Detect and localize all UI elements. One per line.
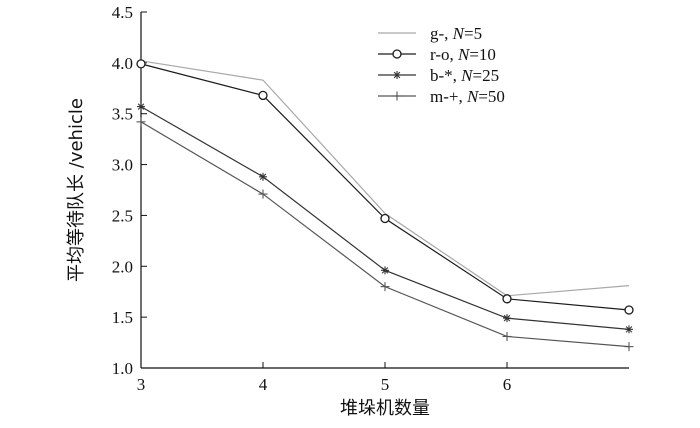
legend-n-label: N [457,45,471,64]
y-tick-label: 2.0 [112,257,133,276]
y-tick-label: 3.0 [112,156,133,175]
x-tick-label: 4 [259,375,268,394]
data-point-s2-3 [380,213,390,224]
legend-series-name: b-* [430,66,453,85]
y-tick-label: 4.0 [112,54,133,73]
data-point-s3-1 [137,102,145,111]
data-point-s4-2 [258,189,268,199]
legend-entry-4: m-+, N=50 [378,87,505,106]
legend-series-name: g- [430,24,445,43]
legend-n-label: N [452,24,466,43]
legend-marker [393,71,401,79]
data-point-s2-5 [624,305,634,315]
legend-series-name: r-o [430,45,449,64]
data-point-s2-1 [136,59,146,69]
legend-label: g-, N=5 [430,24,482,43]
legend-entry-3: b-*, N=25 [378,66,499,85]
series-line-4 [140,121,630,348]
y-tick-label: 1.0 [112,359,133,378]
y-tick-label: 4.5 [112,3,133,22]
x-tick-label: 6 [503,375,512,394]
data-point-s4-3 [380,282,390,292]
x-tick-label: 3 [137,375,146,394]
data-point-s2-2 [258,90,268,101]
data-point-s4-5 [624,342,634,352]
legend-n-value: =5 [464,24,482,43]
legend-n-value: =25 [473,66,500,85]
data-point-s3-2 [259,172,267,181]
data-point-s4-4 [502,331,512,341]
legend-n-value: =10 [469,45,496,64]
legend-label: m-+, N=50 [430,87,505,106]
legend-label: r-o, N=10 [430,45,496,64]
data-point-s2-4 [502,294,512,304]
legend-entry-2: r-o, N=10 [378,45,496,64]
legend-entry-1: g-, N=5 [378,24,482,43]
data-point-s3-3 [381,266,389,275]
data-point-s3-4 [503,314,511,323]
y-tick-label: 2.5 [112,206,133,225]
y-tick-label: 1.5 [112,308,133,327]
x-axis-label: 堆垛机数量 [340,398,430,419]
data-point-s4-1 [136,117,146,127]
legend-marker [392,91,402,101]
y-axis-label: 平均等待队长 /vehicle [66,98,87,282]
legend-n-label: N [466,87,480,106]
legend-n-label: N [460,66,474,85]
x-tick-label: 5 [381,375,390,394]
legend-n-value: =50 [478,87,505,106]
legend-marker [392,49,402,59]
legend-label: b-*, N=25 [430,66,499,85]
legend-series-name: m-+ [430,87,458,106]
data-point-s3-5 [625,325,633,334]
y-tick-label: 3.5 [112,105,133,124]
series-line-1 [140,60,630,297]
